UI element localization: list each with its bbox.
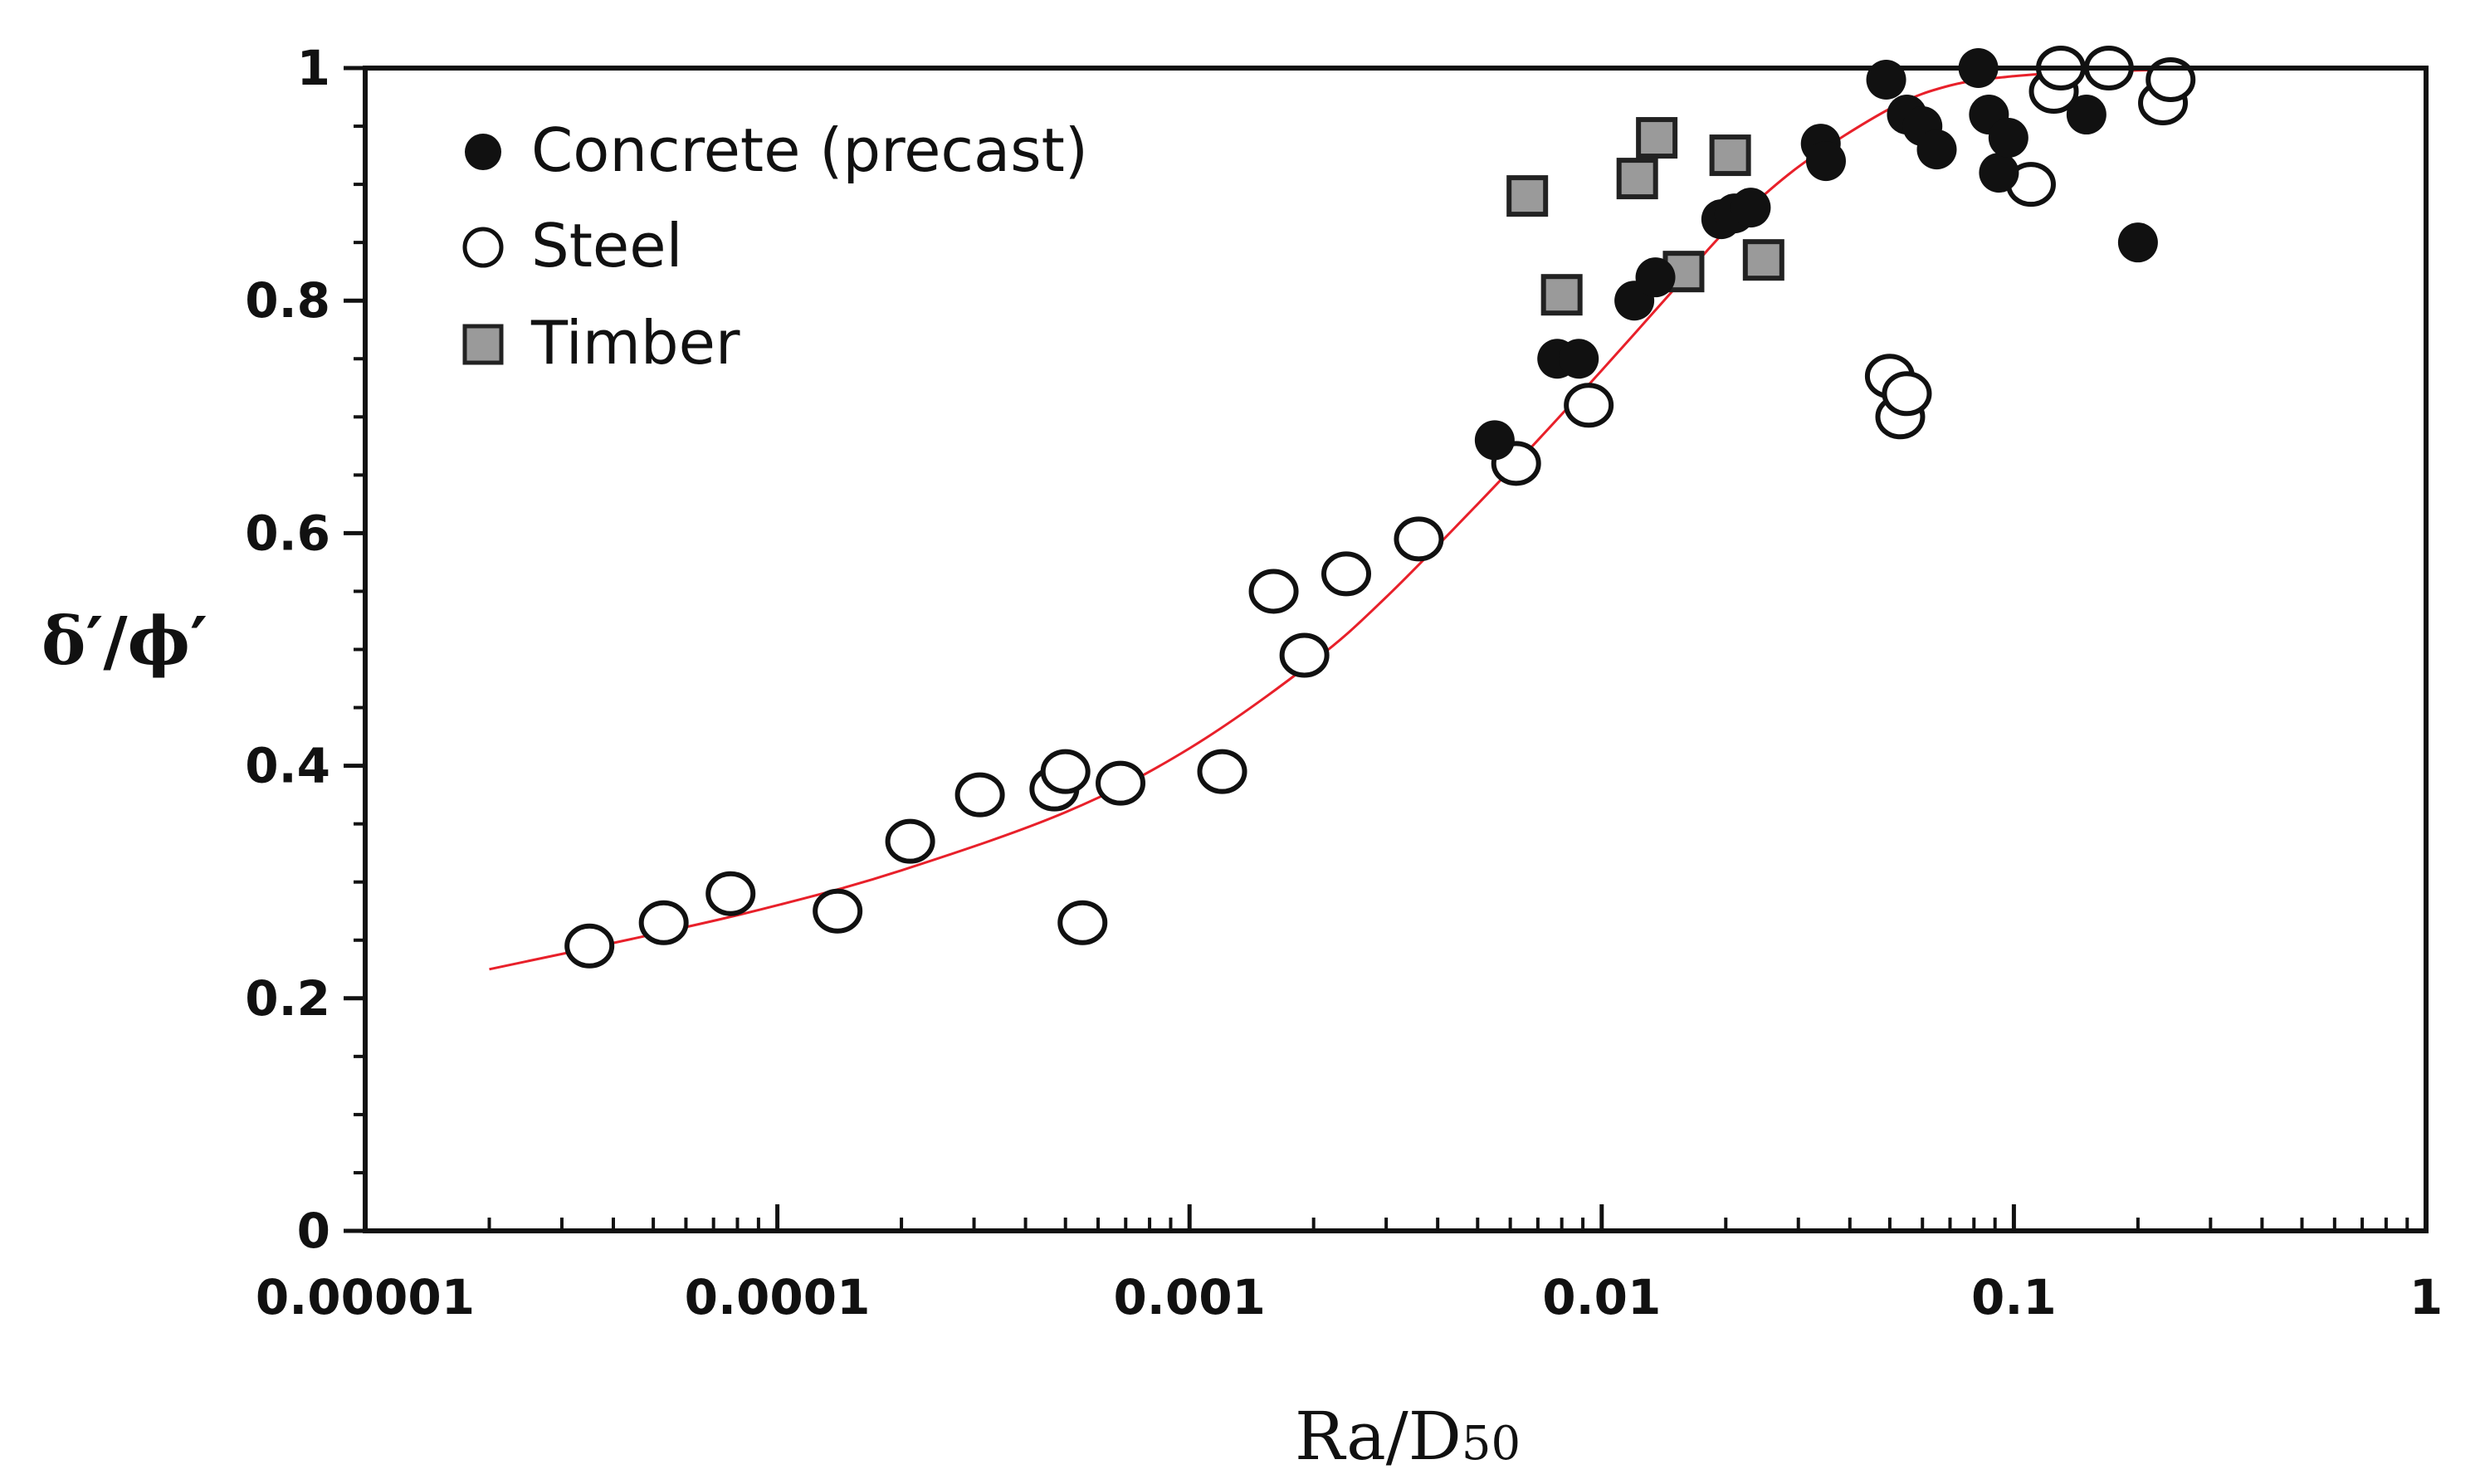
point-steel	[1882, 371, 1932, 417]
point-timber	[1709, 134, 1751, 177]
y-tick-label: 0.4	[245, 738, 330, 794]
x-tick-label: 1	[2409, 1269, 2443, 1325]
point-concrete	[2117, 222, 2158, 263]
legend-marker-steel	[462, 227, 504, 268]
y-tick-label: 0.8	[245, 272, 330, 329]
legend-label-concrete: Concrete (precast)	[531, 115, 1088, 185]
point-concrete	[1805, 141, 1846, 182]
point-steel	[1096, 760, 1146, 806]
point-steel	[1197, 749, 1247, 794]
x-axis-title: Ra/D50	[1295, 1398, 1521, 1475]
y-tick-label: 0	[297, 1203, 330, 1259]
point-concrete	[1635, 257, 1676, 298]
point-steel	[638, 900, 689, 945]
legend-label-steel: Steel	[531, 211, 683, 281]
legend: Concrete (precast) Steel Timber	[462, 115, 1088, 378]
point-steel	[1040, 749, 1091, 794]
point-steel	[1279, 632, 1330, 678]
y-tick-label: 0.6	[245, 505, 330, 561]
data-points	[564, 46, 2196, 969]
point-steel	[1394, 516, 1444, 562]
y-axis-title: δ′/ϕ′	[41, 602, 207, 680]
point-steel	[1564, 383, 1614, 428]
point-timber	[1506, 175, 1549, 217]
fit-curve-layer	[489, 67, 2192, 971]
x-axis-title-subscript: 50	[1462, 1417, 1521, 1471]
point-steel	[1057, 900, 1108, 945]
fit-curve	[489, 67, 2192, 971]
point-steel	[1248, 569, 1299, 614]
legend-label-timber: Timber	[530, 308, 740, 378]
point-timber	[1742, 239, 1784, 281]
point-concrete	[1979, 153, 2019, 193]
x-tick-label: 0.1	[1971, 1269, 2057, 1325]
point-timber	[1540, 274, 1583, 316]
point-timber	[1636, 117, 1678, 159]
x-tick-label: 0.001	[1113, 1269, 1265, 1325]
major-ticks	[344, 66, 2429, 1233]
point-timber	[1616, 158, 1658, 200]
point-steel	[705, 871, 756, 916]
point-steel	[885, 818, 935, 864]
y-tick-label: 0.2	[245, 970, 330, 1027]
legend-marker-timber	[462, 324, 504, 365]
point-concrete	[1559, 339, 1599, 379]
minor-ticks	[354, 124, 2409, 1231]
point-concrete	[1916, 129, 1957, 170]
point-concrete	[1988, 118, 2028, 159]
x-tick-label: 0.0001	[685, 1269, 871, 1325]
x-tick-label: 0.00001	[256, 1269, 475, 1325]
legend-marker-concrete	[465, 134, 501, 170]
y-tick-label: 1	[297, 40, 330, 96]
x-axis-title-main: Ra/D	[1295, 1398, 1462, 1475]
point-steel	[954, 772, 1005, 818]
point-concrete	[1474, 420, 1515, 461]
plot-frame	[363, 66, 2429, 1233]
point-concrete	[1731, 188, 1771, 228]
tick-labels: 0.00001 0.0001 0.001 0.01 0.1 1 0 0.2 0.4 0.6 0.8 1	[245, 40, 2443, 1325]
point-steel	[813, 888, 863, 934]
point-concrete	[2066, 95, 2107, 135]
point-steel	[564, 923, 615, 969]
point-steel	[1321, 551, 1372, 597]
x-tick-label: 0.01	[1542, 1269, 1661, 1325]
